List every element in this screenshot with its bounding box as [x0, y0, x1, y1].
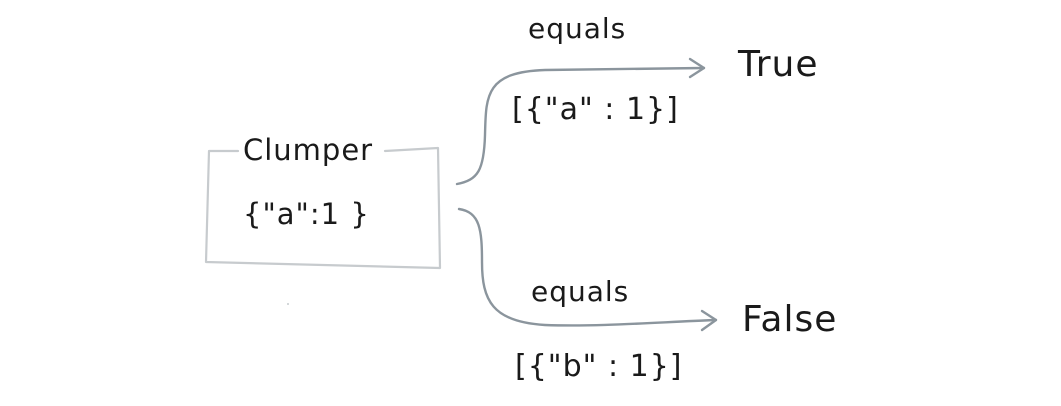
edge-label-equals-true: equals: [528, 12, 626, 45]
stray-dot: [287, 303, 289, 305]
result-false: False: [742, 299, 837, 340]
result-true: True: [737, 44, 818, 85]
clumper-box-title: Clumper: [243, 133, 373, 167]
edge-arrow-false: [457, 207, 718, 332]
edge-argument-false: [{"b" : 1}]: [515, 349, 683, 384]
clumper-box-content: {"a":1 }: [243, 197, 370, 231]
edge-argument-true: [{"a" : 1}]: [512, 92, 679, 127]
clumper-box: [204, 146, 442, 270]
edge-arrow-true: [455, 57, 706, 186]
edge-label-equals-false: equals: [531, 275, 629, 308]
